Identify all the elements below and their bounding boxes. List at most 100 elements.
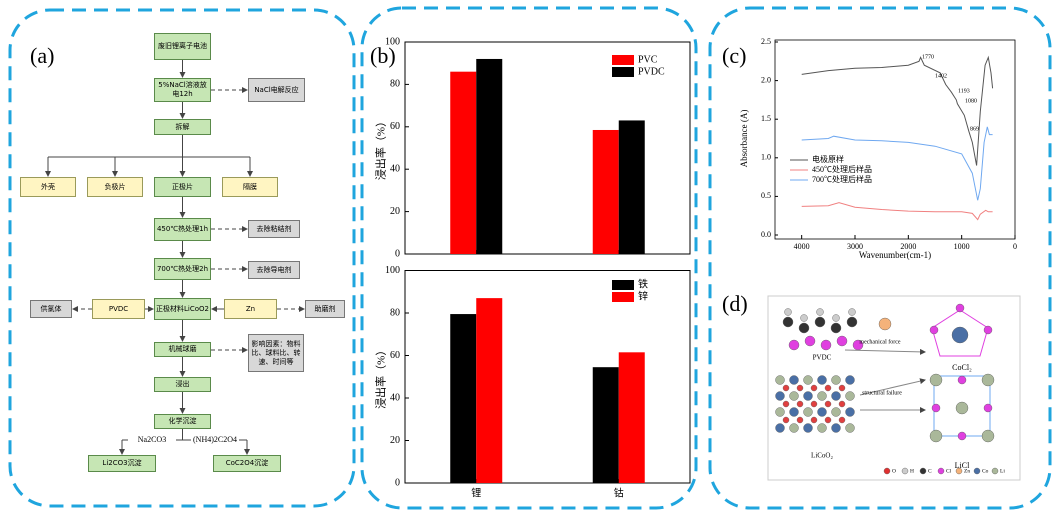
flow-node: 外壳 <box>20 177 76 197</box>
plot-frame <box>774 39 1016 240</box>
y-tick-label: 1.5 <box>761 114 771 123</box>
legend-label: 电极原样 <box>812 154 844 164</box>
atom <box>803 407 813 417</box>
atom <box>845 407 855 417</box>
panel-label: (b) <box>370 43 396 68</box>
atom <box>991 467 999 475</box>
x-tick-label: 4000 <box>794 242 810 251</box>
atom <box>983 325 993 335</box>
atom <box>798 322 810 334</box>
y-tick-label: 0.0 <box>761 230 771 239</box>
flow-node: Zn <box>224 299 277 319</box>
y-axis-label: Absorbance (A) <box>739 110 749 168</box>
y-tick-label: 40 <box>390 163 400 174</box>
y-tick-label: 40 <box>390 392 400 403</box>
atom <box>789 391 799 401</box>
cocl2-cell <box>931 309 989 357</box>
atom <box>789 407 799 417</box>
legend-swatch <box>612 292 634 302</box>
edge-label-bg <box>128 435 176 445</box>
atom <box>782 416 790 424</box>
y-axis-label: 浸出率（%） <box>374 116 388 180</box>
atom <box>775 407 785 417</box>
flow-node: 正极材料LiCoO2 <box>154 298 211 320</box>
bar <box>592 367 619 483</box>
atom <box>782 400 790 408</box>
bar <box>592 129 619 254</box>
panel-label: (d) <box>722 291 748 316</box>
y-tick-label: 20 <box>390 206 400 217</box>
panel-border <box>8 8 356 508</box>
atom <box>973 467 981 475</box>
flow-node: 负极片 <box>87 177 143 197</box>
atom <box>846 316 858 328</box>
atom <box>831 423 841 433</box>
annotation: 1402 <box>935 73 947 79</box>
flow-node: 5%NaCl溶液放电12h <box>154 78 211 102</box>
atom <box>810 400 818 408</box>
flow-node: 拆解 <box>154 119 211 135</box>
diagram-legend-label: Zn <box>964 468 970 474</box>
atom <box>816 308 824 316</box>
atom <box>831 375 841 385</box>
legend-swatch <box>612 55 634 65</box>
atom <box>824 400 832 408</box>
bar <box>476 58 503 255</box>
atom <box>838 384 846 392</box>
atom <box>981 373 995 387</box>
atom <box>955 303 965 313</box>
atom <box>814 316 826 328</box>
x-tick-label: 0 <box>1013 242 1017 251</box>
atom <box>831 407 841 417</box>
atom <box>782 384 790 392</box>
atom <box>817 375 827 385</box>
atom <box>929 325 939 335</box>
annotation: 869 <box>970 126 979 132</box>
plot-frame <box>404 41 691 255</box>
x-tick-label: 锂 <box>471 487 481 499</box>
x-tick-label: 1000 <box>954 242 970 251</box>
atom <box>789 375 799 385</box>
atom <box>775 375 785 385</box>
atom <box>775 391 785 401</box>
atom <box>838 416 846 424</box>
atom <box>796 400 804 408</box>
x-tick-label: 3000 <box>847 242 863 251</box>
x-axis-label: Wavenumber(cm-1) <box>859 250 931 260</box>
atom <box>803 423 813 433</box>
flow-node: Li2CO3沉淀 <box>88 455 156 472</box>
legend-label: PVDC <box>638 66 665 77</box>
annotation: 1193 <box>958 88 970 94</box>
flow-node: 机械球磨 <box>154 342 211 357</box>
legend-label: PVC <box>638 54 658 65</box>
bar <box>618 352 645 483</box>
atom <box>951 326 969 344</box>
diagram-legend-label: Cl <box>946 468 952 474</box>
legend-swatch <box>612 67 634 77</box>
atom <box>981 429 995 443</box>
atom <box>830 322 842 334</box>
atom <box>845 375 855 385</box>
legend-label: 铁 <box>638 277 648 290</box>
diagram-frame <box>767 295 1021 481</box>
series-line <box>801 202 993 221</box>
atom <box>832 314 840 322</box>
atom <box>782 316 794 328</box>
atom <box>957 431 967 441</box>
atom <box>800 314 808 322</box>
atom <box>810 416 818 424</box>
atom <box>817 423 827 433</box>
atom <box>878 317 892 331</box>
atom <box>919 467 927 475</box>
diagram-legend-label: C <box>928 468 932 474</box>
atom <box>838 400 846 408</box>
bar <box>450 314 477 483</box>
atom <box>929 373 943 387</box>
flow-node: CoC2O4沉淀 <box>213 455 281 472</box>
annotation: 1770 <box>922 54 934 60</box>
flow-node: 去除导电剂 <box>248 261 300 279</box>
series-line <box>801 126 993 201</box>
diagram-legend-label: H <box>910 468 914 474</box>
atom <box>901 467 909 475</box>
